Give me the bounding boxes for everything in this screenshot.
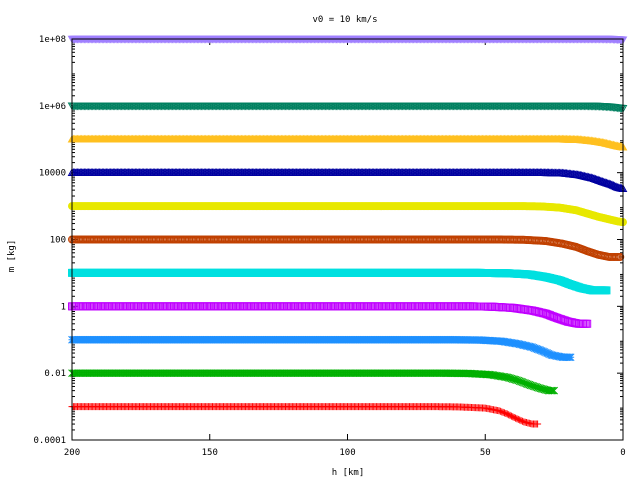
series-1 [68,302,592,328]
x-tick-label: 200 [64,448,80,458]
y-tick-label: 10000 [39,169,66,179]
chart-title: v0 = 10 km/s [312,15,377,25]
data-point [515,377,524,385]
y-tick-label: 1e+06 [39,102,66,112]
series-10 [68,268,611,295]
data-point [583,319,592,328]
y-tick-label: 100 [50,236,66,246]
data-point [528,381,536,390]
data-point [511,375,520,384]
data-point [528,343,536,352]
y-tick-label: 1 [61,302,66,312]
data-point [616,252,625,261]
data-point [529,343,538,352]
data-point [612,252,621,261]
y-tick-label: 0.0001 [33,436,66,446]
data-point [546,350,554,359]
data-point [537,346,546,355]
series-100000000 [67,35,628,45]
data-point [524,380,532,389]
series-0.01 [68,369,558,395]
data-point [530,382,539,391]
data-point [614,252,623,261]
data-point [536,346,545,355]
data-point [514,376,523,385]
y-tick-label: 1e+08 [39,35,66,45]
series-1000 [67,202,628,227]
y-axis-label: m [kg] [7,240,17,273]
data-point [522,379,531,388]
data-point [529,382,538,390]
data-point [539,347,547,356]
x-axis-label: h [km] [332,468,365,478]
series-100 [67,235,625,261]
data-point [518,378,527,387]
data-point [533,345,542,354]
data-point [566,353,575,362]
y-tick-label: 0.01 [44,369,66,379]
data-point [543,349,552,358]
data-point [525,380,534,389]
axis-ticks: 200 150 100 50 0 1e+08 1e+06 10000 100 1 0.01 0.000… [33,35,625,458]
data-point [550,386,558,395]
series-0.1 [68,335,575,362]
data-point [548,386,557,395]
data-point [532,344,541,353]
x-tick-label: 0 [620,448,625,458]
data-point [530,344,539,353]
data-point [613,252,622,261]
data-point [534,420,542,428]
data-point [533,383,542,392]
plot-frame [71,38,624,441]
data-point [519,378,528,387]
series-1000000 [67,102,628,113]
data-point [542,348,550,357]
data-point [602,286,611,295]
data-point [521,379,530,388]
data-point [535,345,543,354]
data-point [532,383,541,391]
data-point [517,377,525,386]
data-point [540,348,549,356]
x-tick-label: 150 [202,448,218,458]
x-tick-label: 100 [339,448,355,458]
data-point [610,252,619,261]
data-point [526,381,535,390]
series-layer [67,35,628,428]
series-100000 [67,134,628,151]
x-tick-label: 50 [480,448,491,458]
data-point [544,349,553,358]
data-point [513,376,521,385]
data-point [547,386,556,395]
series-10000 [67,168,628,193]
series-0.001 [68,403,542,428]
